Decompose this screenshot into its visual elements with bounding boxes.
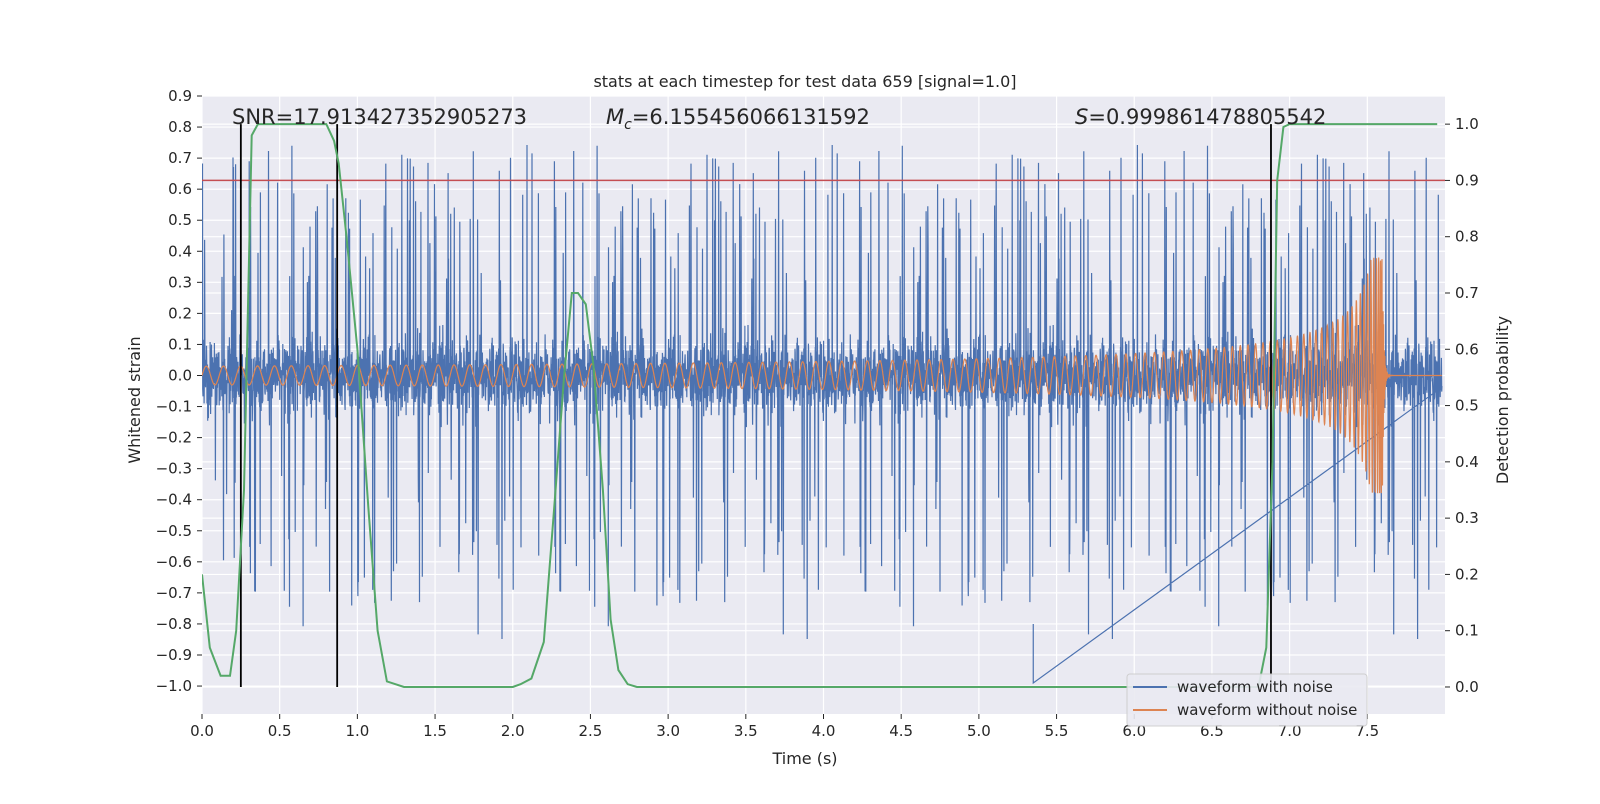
y-tick-label: −0.3 [156,460,192,478]
x-axis-label: Time (s) [771,749,837,768]
legend-label-noise: waveform with noise [1177,678,1333,696]
y2-tick-label: 0.5 [1455,397,1479,415]
y-tick-label: 0.4 [168,242,192,260]
y-tick-label: −0.8 [156,615,192,633]
annotations: SNR=17.913427352905273 Mc=6.155456066131… [232,105,1326,133]
x-tick-label: 5.0 [967,722,991,740]
y-tick-label: −0.9 [156,646,192,664]
mc-annotation: Mc=6.155456066131592 [606,105,870,133]
y-tick-label: −0.1 [156,398,192,416]
x-tick-label: 1.5 [423,722,447,740]
y-tick-label: −0.7 [156,584,192,602]
y-tick-label: 0.6 [168,180,192,198]
mc-subscript: c [624,117,632,133]
y-tick-label: 0.1 [168,335,192,353]
x-tick-label: 0.5 [268,722,292,740]
y2-tick-label: 0.0 [1455,678,1479,696]
s-symbol: S [1075,105,1088,129]
x-tick-label: 5.5 [1045,722,1069,740]
y-tick-label: −0.4 [156,491,192,509]
x-tick-label: 4.5 [889,722,913,740]
legend: waveform with noise waveform without noi… [1126,673,1368,727]
x-tick-label: 3.0 [656,722,680,740]
y-tick-label: −0.5 [156,522,192,540]
x-tick-label: 4.0 [812,722,836,740]
y-tick-label: 0.0 [168,366,192,384]
x-tick-label: 2.0 [501,722,525,740]
y-tick-label: −0.6 [156,553,192,571]
y2-tick-label: 0.9 [1455,171,1479,189]
mc-value: =6.155456066131592 [632,105,870,129]
legend-box [1126,673,1368,727]
y-tick-label: 0.2 [168,304,192,322]
y2-axis-label: Detection probability [1493,316,1512,484]
x-tick-label: 1.0 [345,722,369,740]
axes: 0.0 0.5 1.0 1.5 2.0 2.5 3.0 3.5 4.0 4.5 5.0 5.5 6.0 6… [156,87,1479,740]
legend-label-clean: waveform without noise [1177,701,1357,719]
y-axis-label: Whitened strain [125,336,144,463]
y2-tick-label: 0.7 [1455,284,1479,302]
s-value: =0.999861478805542 [1088,105,1326,129]
x-tick-label: 2.5 [579,722,603,740]
y-tick-label: −0.2 [156,429,192,447]
y-tick-label: −1.0 [156,677,192,695]
x-tick-label: 3.5 [734,722,758,740]
y-tick-label: 0.3 [168,273,192,291]
snr-annotation: SNR=17.913427352905273 [232,105,527,129]
s-annotation: S=0.999861478805542 [1075,105,1326,129]
x-tick-label: 0.0 [190,722,214,740]
y2-tick-label: 1.0 [1455,115,1479,133]
y-tick-label: 0.8 [168,118,192,136]
y2-tick-label: 0.6 [1455,340,1479,358]
y-tick-label: 0.7 [168,149,192,167]
y-tick-label: 0.9 [168,87,192,105]
y2-tick-label: 0.4 [1455,453,1479,471]
chart-title: stats at each timestep for test data 659… [593,72,1016,91]
y2-tick-label: 0.2 [1455,565,1479,583]
y2-tick-label: 0.1 [1455,622,1479,640]
series-waveform-without-noise [202,257,1442,494]
y-tick-label: 0.5 [168,211,192,229]
mc-symbol: M [606,105,624,129]
y2-tick-label: 0.8 [1455,228,1479,246]
y2-tick-label: 0.3 [1455,509,1479,527]
